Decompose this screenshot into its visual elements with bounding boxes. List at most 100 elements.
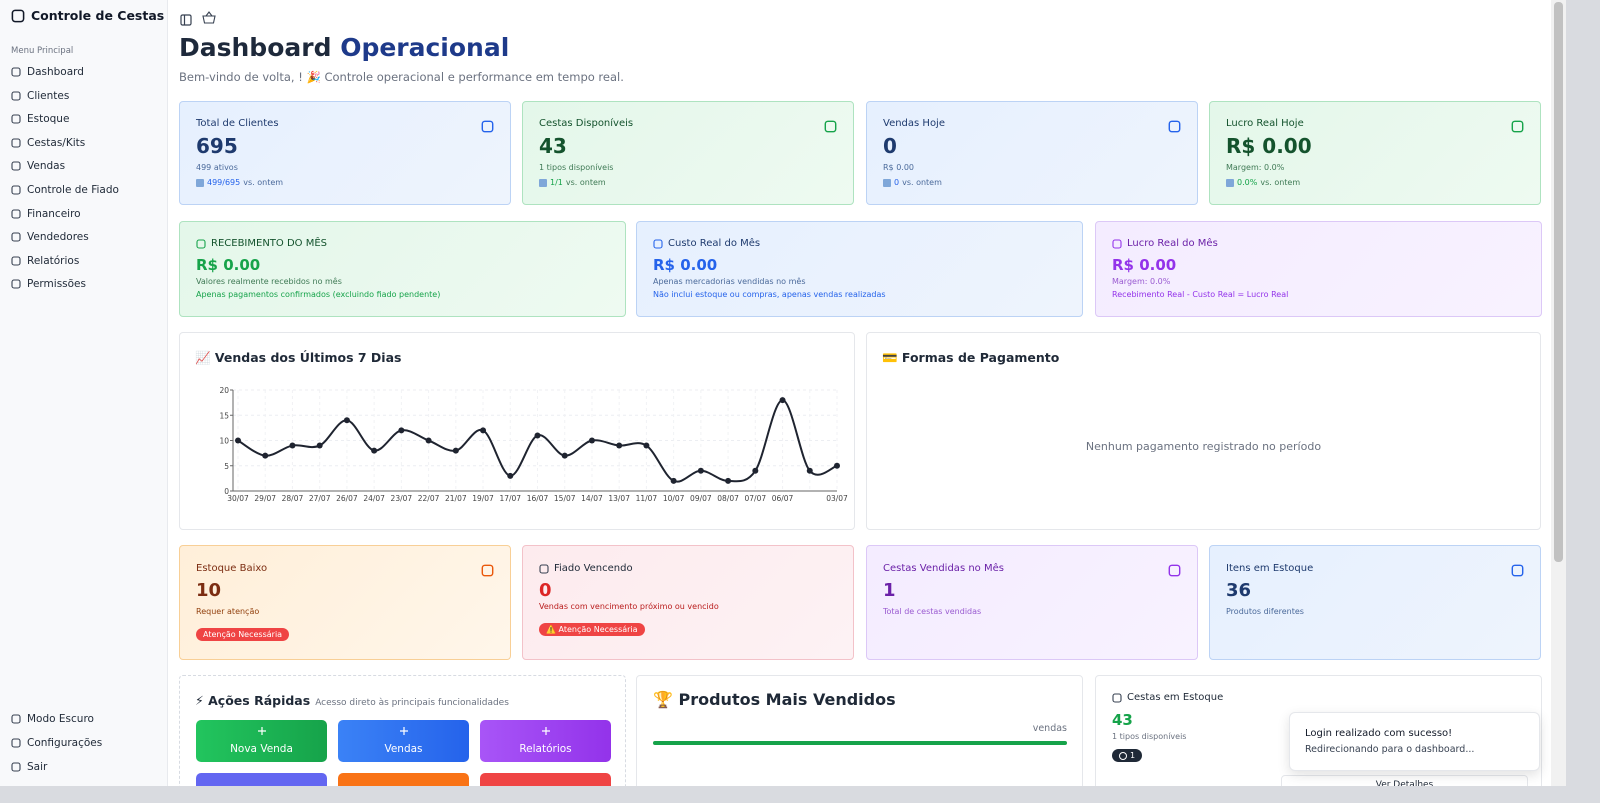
data-point bbox=[834, 462, 840, 469]
card-value: R$ 0.00 bbox=[196, 256, 261, 274]
button-glyph bbox=[399, 727, 408, 735]
button-icon bbox=[196, 726, 327, 739]
month-card: RECEBIMENTO DO MÊS R$ 0.00 Valores realmen… bbox=[179, 221, 626, 317]
data-point bbox=[752, 467, 759, 474]
card-icon bbox=[824, 118, 837, 137]
x-tick-label: 09/07 bbox=[690, 494, 712, 503]
label-text: Estoque Baixo bbox=[196, 563, 268, 574]
action-button[interactable] bbox=[338, 773, 469, 786]
menu-label: Estoque bbox=[27, 113, 70, 126]
card-detail: Requer atenção bbox=[196, 607, 260, 616]
data-point bbox=[725, 477, 732, 484]
footer-item[interactable]: Sair bbox=[11, 761, 47, 773]
sales-line bbox=[237, 399, 838, 483]
icon-shape bbox=[11, 9, 25, 22]
trend-text: vs. ontem bbox=[243, 178, 284, 187]
x-tick-label: 22/07 bbox=[418, 494, 440, 503]
quick-actions: ⚡ Ações Rápidas Acesso direto às principa… bbox=[179, 675, 626, 786]
icon bbox=[11, 738, 21, 748]
stock-link[interactable]: Ver Detalhes bbox=[1281, 775, 1528, 786]
button-glyph bbox=[257, 727, 266, 735]
menu-item[interactable]: Controle de Fiado bbox=[11, 184, 119, 196]
stat-card: Total de Clientes 695 499 ativos 499/695 vs.… bbox=[179, 101, 511, 205]
footer-label: Modo Escuro bbox=[27, 713, 94, 725]
card-detail: Produtos diferentes bbox=[1226, 607, 1304, 616]
alert-card: Fiado Vencendo 0 Vendas com vencimento pró… bbox=[522, 545, 854, 660]
card-line: Recebimento Real - Custo Real = Lucro Re… bbox=[1112, 290, 1289, 299]
trend-icon bbox=[1226, 178, 1234, 187]
trend-text: vs. ontem bbox=[1260, 178, 1301, 187]
qa-title: ⚡ Ações Rápidas bbox=[195, 693, 311, 708]
payments-title: 💳 Formas de Pagamento bbox=[882, 350, 1060, 365]
icon bbox=[1168, 564, 1181, 577]
icon-shape bbox=[1112, 692, 1122, 703]
x-tick-label: 03/07 bbox=[826, 494, 848, 503]
menu-item[interactable]: Financeiro bbox=[11, 208, 81, 220]
data-point bbox=[534, 432, 541, 439]
x-tick-label: 15/07 bbox=[554, 494, 576, 503]
icon bbox=[196, 238, 206, 249]
label-text: Lucro Real do Mês bbox=[1127, 238, 1218, 249]
menu-item[interactable]: Estoque bbox=[11, 113, 69, 125]
card-line: Margem: 0.0% bbox=[1112, 277, 1171, 286]
icon bbox=[11, 256, 21, 266]
menu-item[interactable]: Dashboard bbox=[11, 66, 84, 78]
data-point bbox=[643, 442, 650, 449]
trend-icon bbox=[883, 178, 891, 187]
icon bbox=[11, 138, 21, 148]
toggle-sidebar[interactable] bbox=[180, 11, 192, 30]
menu-item[interactable]: Clientes bbox=[11, 90, 69, 102]
icon bbox=[11, 232, 21, 242]
month-card: Custo Real do Mês R$ 0.00 Apenas mercadori… bbox=[636, 221, 1083, 317]
action-button[interactable]: Vendas bbox=[338, 720, 469, 762]
card-label: Vendas Hoje bbox=[883, 118, 945, 129]
card-detail: Vendas com vencimento próximo ou vencido bbox=[539, 602, 719, 611]
menu-item[interactable]: Vendas bbox=[11, 160, 65, 172]
payments-empty: Nenhum pagamento registrado no período bbox=[1085, 440, 1322, 453]
action-button[interactable]: Nova Venda bbox=[196, 720, 327, 762]
trend-text: vs. ontem bbox=[565, 178, 606, 187]
icon bbox=[11, 762, 21, 772]
data-point bbox=[425, 437, 432, 444]
menu-item[interactable]: Relatórios bbox=[11, 255, 79, 267]
menu-item[interactable]: Permissões bbox=[11, 278, 86, 290]
alert-card: Estoque Baixo 10 Requer atenção Atenção Nec… bbox=[179, 545, 511, 660]
action-button[interactable] bbox=[196, 773, 327, 786]
x-tick-label: 29/07 bbox=[254, 494, 276, 503]
month-card: Lucro Real do Mês R$ 0.00 Margem: 0.0% Rece… bbox=[1095, 221, 1542, 317]
trend-icon bbox=[539, 178, 547, 187]
icon bbox=[653, 238, 663, 249]
x-tick-label: 13/07 bbox=[608, 494, 630, 503]
action-button[interactable]: Relatórios bbox=[480, 720, 611, 762]
data-point bbox=[289, 442, 296, 449]
footer-item[interactable]: Modo Escuro bbox=[11, 713, 94, 725]
menu-item[interactable]: Vendedores bbox=[11, 231, 89, 243]
action-button[interactable] bbox=[480, 773, 611, 786]
footer-item[interactable]: Configurações bbox=[11, 737, 102, 749]
brand[interactable]: Controle de Cestas bbox=[11, 8, 164, 23]
stat-card: Lucro Real Hoje R$ 0.00 Margem: 0.0% 0.0% vs… bbox=[1209, 101, 1541, 205]
y-tick-label: 15 bbox=[219, 411, 229, 420]
label-text: RECEBIMENTO DO MÊS bbox=[211, 238, 328, 249]
stock-title-text: Cestas em Estoque bbox=[1127, 692, 1224, 703]
basket-icon bbox=[202, 10, 216, 29]
page-subtitle: Bem-vindo de volta, ! 🎉 Controle operaci… bbox=[179, 70, 624, 84]
chart-title: 📈 Vendas dos Últimos 7 Dias bbox=[195, 350, 402, 365]
scrollbar-thumb[interactable] bbox=[1554, 2, 1563, 562]
label-text: Custo Real do Mês bbox=[668, 238, 761, 249]
button-glyph bbox=[541, 727, 550, 735]
icon-shape bbox=[11, 161, 21, 171]
menu-label: Vendas bbox=[27, 160, 66, 173]
menu-section: Menu Principal bbox=[11, 46, 74, 56]
icon-shape bbox=[196, 238, 206, 249]
alert-badge: Atenção Necessária bbox=[196, 628, 290, 641]
icon bbox=[11, 714, 21, 724]
title-part: Operacional bbox=[340, 33, 510, 62]
app: Controle de Cestas Menu Principal Dashboar… bbox=[0, 0, 1566, 786]
card-label: Estoque Baixo bbox=[196, 563, 267, 574]
data-point bbox=[670, 477, 677, 484]
card-value: 1 bbox=[883, 580, 896, 601]
stock-badge: 1 bbox=[1112, 749, 1143, 762]
menu-item[interactable]: Cestas/Kits bbox=[11, 137, 85, 149]
